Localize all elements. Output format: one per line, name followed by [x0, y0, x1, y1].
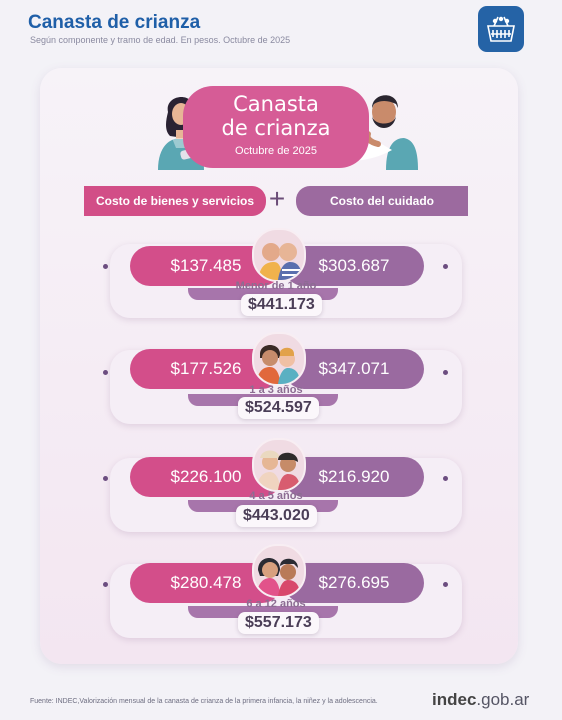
total-value: $443.020: [236, 505, 317, 527]
age-group-label: 4 a 5 años: [249, 490, 303, 502]
age-group-icon: [256, 450, 300, 490]
heading-title: Canasta de crianza: [183, 92, 369, 140]
total-value: $557.173: [238, 612, 319, 634]
row-dot: [103, 582, 108, 587]
goods-cost-header: Costo de bienes y servicios: [84, 186, 266, 216]
page-subtitle: Según componente y tramo de edad. En pes…: [30, 35, 291, 45]
row-dot: [443, 476, 448, 481]
age-group-label: 1 a 3 años: [249, 384, 303, 396]
shopping-basket-icon: [487, 16, 515, 42]
schoolchild-avatar: [252, 544, 306, 598]
brand-main: indec: [432, 690, 477, 709]
plus-sign: +: [268, 183, 286, 214]
row-dot: [103, 370, 108, 375]
child-avatar: [252, 438, 306, 492]
row-dot: [443, 370, 448, 375]
basket-logo: [478, 6, 524, 52]
age-group-icon: [256, 558, 300, 596]
toddler-avatar: [252, 332, 306, 386]
care-cost-value: $303.687: [284, 246, 424, 286]
brand-suffix: .gob.ar: [476, 690, 530, 709]
care-cost-value: $216.920: [284, 457, 424, 497]
row-dot: [103, 476, 108, 481]
baby-avatar: [252, 228, 306, 282]
age-group-label: 6 a 12 años: [246, 598, 306, 610]
source-note: Fuente: INDEC,Valorización mensual de la…: [30, 698, 378, 705]
age-group-label: Menor de 1 año: [235, 280, 317, 292]
row-dot: [443, 582, 448, 587]
row-dot: [443, 264, 448, 269]
heading-date: Octubre de 2025: [235, 145, 317, 157]
age-group-icon: [256, 345, 300, 384]
indec-brand: indec.gob.ar: [432, 690, 529, 710]
canasta-heading: Canasta de crianza Octubre de 2025: [183, 86, 369, 168]
care-cost-value: $276.695: [284, 563, 424, 603]
care-cost-header: Costo del cuidado: [296, 186, 468, 216]
page-title: Canasta de crianza: [28, 12, 201, 33]
total-value: $524.597: [238, 397, 319, 419]
age-group-icon: [258, 243, 302, 280]
heading-title-line1: Canasta: [233, 92, 319, 116]
heading-title-line2: de crianza: [221, 116, 331, 140]
total-value: $441.173: [241, 294, 322, 316]
care-cost-value: $347.071: [284, 349, 424, 389]
row-dot: [103, 264, 108, 269]
